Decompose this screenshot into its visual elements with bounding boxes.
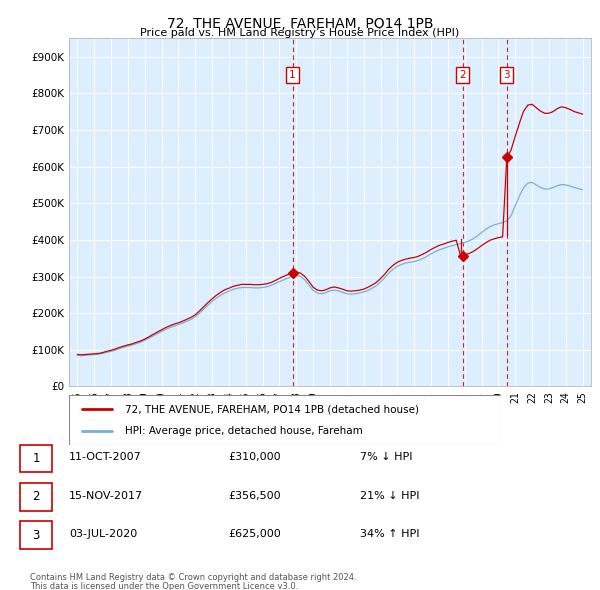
Text: 21% ↓ HPI: 21% ↓ HPI xyxy=(360,491,419,500)
Text: 1: 1 xyxy=(289,70,296,80)
Text: This data is licensed under the Open Government Licence v3.0.: This data is licensed under the Open Gov… xyxy=(30,582,298,590)
FancyBboxPatch shape xyxy=(20,445,52,472)
FancyBboxPatch shape xyxy=(20,483,52,510)
Text: 72, THE AVENUE, FAREHAM, PO14 1PB: 72, THE AVENUE, FAREHAM, PO14 1PB xyxy=(167,17,433,31)
Text: £310,000: £310,000 xyxy=(228,453,281,462)
Text: 11-OCT-2007: 11-OCT-2007 xyxy=(69,453,142,462)
Text: £625,000: £625,000 xyxy=(228,529,281,539)
Text: HPI: Average price, detached house, Fareham: HPI: Average price, detached house, Fare… xyxy=(125,427,363,437)
Text: Contains HM Land Registry data © Crown copyright and database right 2024.: Contains HM Land Registry data © Crown c… xyxy=(30,573,356,582)
FancyBboxPatch shape xyxy=(20,522,52,549)
Text: 2: 2 xyxy=(32,490,40,503)
Text: 15-NOV-2017: 15-NOV-2017 xyxy=(69,491,143,500)
Text: 34% ↑ HPI: 34% ↑ HPI xyxy=(360,529,419,539)
Text: 03-JUL-2020: 03-JUL-2020 xyxy=(69,529,137,539)
FancyBboxPatch shape xyxy=(69,395,501,445)
Text: £356,500: £356,500 xyxy=(228,491,281,500)
Text: 2: 2 xyxy=(459,70,466,80)
Text: 3: 3 xyxy=(32,529,40,542)
Text: 3: 3 xyxy=(503,70,510,80)
Text: 7% ↓ HPI: 7% ↓ HPI xyxy=(360,453,413,462)
Text: 1: 1 xyxy=(32,452,40,465)
Text: 72, THE AVENUE, FAREHAM, PO14 1PB (detached house): 72, THE AVENUE, FAREHAM, PO14 1PB (detac… xyxy=(125,404,419,414)
Text: Price paid vs. HM Land Registry’s House Price Index (HPI): Price paid vs. HM Land Registry’s House … xyxy=(140,28,460,38)
